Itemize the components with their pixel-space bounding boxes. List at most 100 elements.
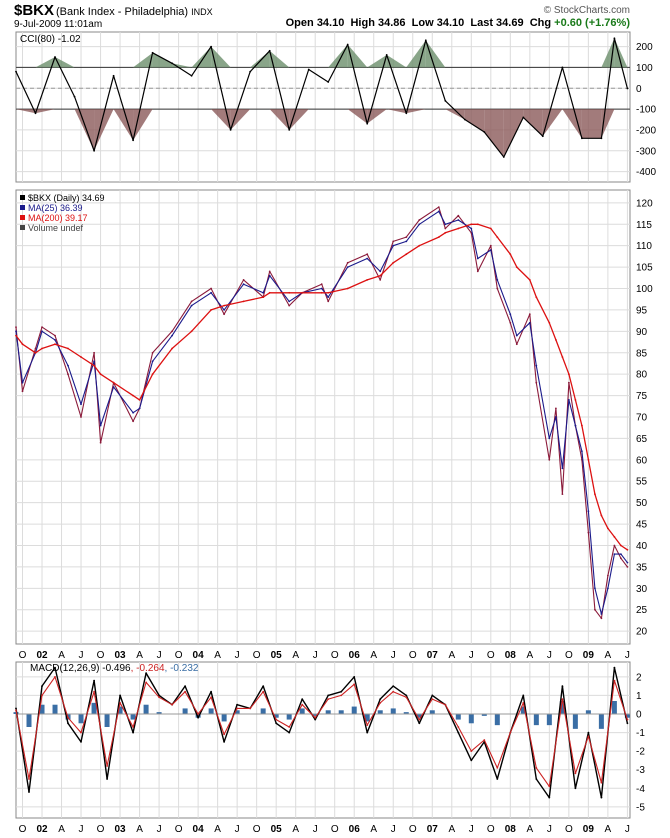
cci-above-fill [211,46,231,68]
ma200-line-point [568,373,570,376]
signal-line-point [249,707,252,710]
ma25-line-point [626,561,629,564]
price-line-point [41,326,43,328]
price-line-point [496,287,499,290]
cci-line-point [385,54,388,56]
ma200-line-point [223,304,226,307]
signal-line [15,676,628,787]
x-tick-label: O [175,824,183,835]
cci-line-point [581,137,583,140]
signal-line-point [470,750,473,752]
price-line-point [288,304,291,307]
macd-histogram-bar [117,706,123,714]
ma25-line-point [138,407,141,410]
ma25-line-point [489,249,492,251]
signal-line-point [275,718,278,721]
x-tick-label: J [469,824,474,835]
x-tick-label: O [19,824,27,835]
ma25-line-point [613,553,616,555]
cci-line-point [405,112,408,115]
y-tick-label: 2 [636,672,642,683]
macd-line-point [54,666,56,669]
y-tick-label: 105 [636,263,653,274]
ma25-line-point [132,411,135,414]
price-line-point [405,236,408,239]
price-line-point [607,574,609,577]
signal-line-point [197,713,200,715]
ma200-line-point [151,373,154,376]
signal-line-point [548,785,551,788]
ma200-line-point [509,253,512,256]
ma200-line-point [288,291,291,294]
signal-line-point [587,735,590,738]
cci-above-fill [386,54,407,68]
cci-above-fill [425,40,446,68]
ma200-line-point [528,279,531,281]
cci-below-fill [367,109,387,124]
ma200-line-point [99,373,102,376]
price-line-point [93,351,95,354]
signal-line-point [457,726,460,728]
cci-above-fill [55,57,75,68]
x-tick-label: J [469,650,474,661]
cci-below-fill [269,109,290,130]
macd-line-point [288,731,291,734]
macd-histogram-bar [494,714,500,726]
x-tick-label: 03 [115,824,127,835]
x-tick-label: J [157,824,162,835]
ma25-line-point [242,283,245,286]
x-tick-label: O [331,650,339,661]
macd-line-point [574,787,577,790]
ma25-line-point [54,339,56,341]
cci-line-point [366,122,369,125]
ma25-line-point [151,360,154,363]
x-tick-label: A [605,824,612,835]
y-tick-label: -2 [636,747,645,758]
cci-line-point [93,149,95,152]
x-tick-label: 06 [349,824,361,835]
ma25-line-point [15,330,17,333]
ma25-line [15,210,628,615]
ma25-line-point [561,467,564,470]
signal-line-point [613,679,616,682]
price-line-point [99,441,102,444]
macd-line-point [67,722,69,725]
x-tick-label: O [175,650,183,661]
x-tick-label: A [448,650,455,661]
macd-line-point [431,694,434,697]
ma200-line-point [34,351,37,354]
signal-line-point [80,731,82,734]
ma25-line-point [21,381,24,384]
ma25-legend: MA(25) 36.39 [28,203,83,213]
ma200-line-point [132,394,135,397]
macd-histogram-bar [195,714,201,718]
macd-line-point [93,679,95,682]
macd-histogram-bar [572,714,578,729]
ma200-line-point [581,424,583,427]
x-tick-label: J [235,650,240,661]
price-line-point [15,326,17,328]
signal-line-point [106,765,108,767]
ma25-line-point [171,334,174,337]
price-legend: $BKX (Daily) 34.69 [28,193,105,203]
macd-histogram-bar [260,708,266,714]
macd-line-point [262,685,265,687]
y-tick-label: 100 [636,284,653,295]
price-line-point [327,300,330,303]
price-line-point [190,300,193,303]
price-line-point [366,253,369,256]
cci-line-point [613,37,616,40]
ma25-line-point [190,304,193,307]
price-line-point [555,407,557,410]
macd-line-point [236,703,239,706]
macd-line-point [522,694,525,697]
y-tick-label: 0 [636,84,642,95]
ma200-line-point [67,347,69,350]
x-tick-label: A [292,824,299,835]
quote-datetime: 9-Jul-2009 11:01am [14,19,103,30]
ma25-line-point [366,257,369,260]
macd-line-point [340,690,343,693]
cci-below-fill [484,109,504,157]
ma25-line-point [210,291,213,294]
